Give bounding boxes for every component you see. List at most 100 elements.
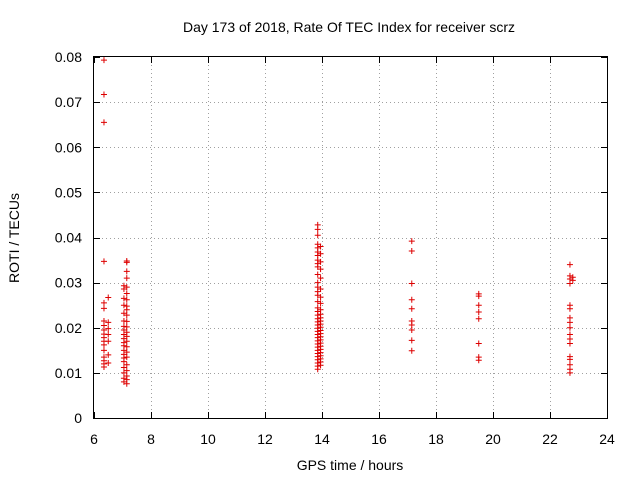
- data-point: [317, 362, 324, 369]
- data-point: [105, 294, 112, 301]
- grid-lines: [94, 57, 607, 418]
- data-point: [100, 364, 107, 371]
- x-tick-label: 20: [485, 431, 501, 447]
- data-point: [123, 306, 130, 313]
- data-point: [100, 119, 107, 126]
- y-tick-label: 0.02: [55, 320, 82, 336]
- data-point: [123, 354, 130, 361]
- data-point: [105, 331, 112, 338]
- data-point: [569, 277, 576, 284]
- data-point: [566, 305, 573, 312]
- x-tick-label: 12: [257, 431, 273, 447]
- y-tick-label: 0.04: [55, 230, 82, 246]
- data-point: [475, 340, 482, 347]
- data-point: [123, 275, 130, 282]
- x-tick-label: 18: [428, 431, 444, 447]
- y-tick-label: 0.07: [55, 94, 82, 110]
- data-point: [123, 312, 130, 319]
- data-point: [314, 232, 321, 239]
- chart-title: Day 173 of 2018, Rate Of TEC Index for r…: [183, 19, 515, 35]
- data-point: [475, 302, 482, 309]
- x-tick-label: 16: [371, 431, 387, 447]
- data-point: [120, 295, 127, 302]
- data-point: [566, 319, 573, 326]
- data-point: [314, 226, 321, 233]
- data-points: [100, 57, 576, 387]
- data-point: [100, 299, 107, 306]
- data-point: [314, 271, 321, 278]
- data-point: [105, 359, 112, 366]
- x-tick-label: 22: [542, 431, 558, 447]
- y-tick-label: 0.01: [55, 365, 82, 381]
- x-tick-labels: 6 8 10 12 14 16 18 20 22 24: [90, 431, 615, 447]
- x-tick-label: 14: [314, 431, 330, 447]
- data-point: [566, 324, 573, 331]
- data-point: [123, 318, 130, 325]
- y-tick-label: 0.08: [55, 49, 82, 65]
- data-point: [123, 268, 130, 275]
- y-tick-labels: 0 0.01 0.02 0.03 0.04 0.05 0.06 0.07 0.08: [55, 49, 82, 426]
- data-point: [475, 308, 482, 315]
- x-tick-label: 24: [599, 431, 615, 447]
- data-point: [408, 305, 415, 312]
- data-point: [408, 280, 415, 287]
- data-point: [317, 285, 324, 292]
- data-point: [105, 319, 112, 326]
- y-tick-label: 0.03: [55, 275, 82, 291]
- y-tick-label: 0: [74, 410, 82, 426]
- data-point: [123, 338, 130, 345]
- y-tick-label: 0.06: [55, 139, 82, 155]
- data-point: [317, 258, 324, 265]
- data-point: [100, 341, 107, 348]
- data-point: [475, 293, 482, 300]
- data-point: [123, 296, 130, 303]
- data-point: [566, 340, 573, 347]
- y-tick-label: 0.05: [55, 184, 82, 200]
- data-point: [120, 302, 127, 309]
- data-point: [317, 294, 324, 301]
- data-point: [105, 325, 112, 332]
- data-point: [105, 351, 112, 358]
- data-point: [120, 364, 127, 371]
- data-point: [100, 57, 107, 64]
- data-point: [408, 238, 415, 245]
- data-point: [317, 266, 324, 273]
- y-axis-label: ROTI / TECUs: [6, 193, 22, 283]
- data-point: [566, 356, 573, 363]
- data-point: [317, 275, 324, 282]
- x-tick-label: 10: [200, 431, 216, 447]
- x-tick-label: 8: [147, 431, 155, 447]
- data-point: [408, 296, 415, 303]
- data-point: [100, 258, 107, 265]
- x-axis-label: GPS time / hours: [297, 457, 404, 473]
- data-point: [123, 290, 130, 297]
- data-point: [475, 315, 482, 322]
- axis-ticks: [94, 57, 608, 419]
- data-point: [123, 323, 130, 330]
- data-point: [100, 91, 107, 98]
- data-point: [566, 369, 573, 376]
- data-point: [123, 284, 130, 291]
- data-point: [408, 327, 415, 334]
- data-point: [123, 343, 130, 350]
- data-point: [566, 280, 573, 287]
- plot-frame: [93, 56, 608, 419]
- data-point: [408, 248, 415, 255]
- x-tick-label: 6: [90, 431, 98, 447]
- data-point: [100, 305, 107, 312]
- data-point: [100, 347, 107, 354]
- data-point: [475, 357, 482, 364]
- data-point: [123, 361, 130, 368]
- data-point: [123, 259, 130, 266]
- data-point: [317, 300, 324, 307]
- data-point: [408, 347, 415, 354]
- data-point: [566, 261, 573, 268]
- data-point: [123, 367, 130, 374]
- data-point: [120, 358, 127, 365]
- data-point: [105, 338, 112, 345]
- data-point: [408, 337, 415, 344]
- data-point: [314, 366, 321, 373]
- data-point: [123, 380, 130, 387]
